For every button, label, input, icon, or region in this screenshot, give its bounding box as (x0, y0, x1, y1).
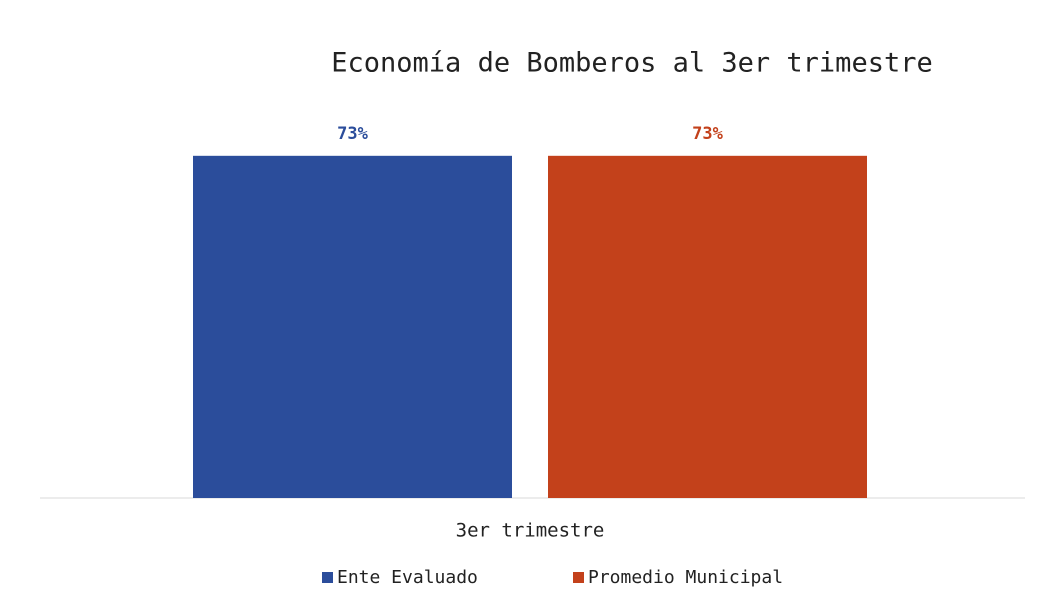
data-label: 73% (692, 124, 723, 144)
bar (193, 155, 512, 498)
data-label: 73% (337, 124, 368, 144)
x-tick-label: 3er trimestre (456, 520, 605, 542)
legend-label: Ente Evaluado (337, 567, 478, 588)
chart-title: Economía de Bomberos al 3er trimestre (331, 48, 932, 79)
legend-swatch (322, 572, 333, 583)
bar (548, 155, 867, 498)
legend-swatch (573, 572, 584, 583)
legend-label: Promedio Municipal (588, 567, 783, 588)
